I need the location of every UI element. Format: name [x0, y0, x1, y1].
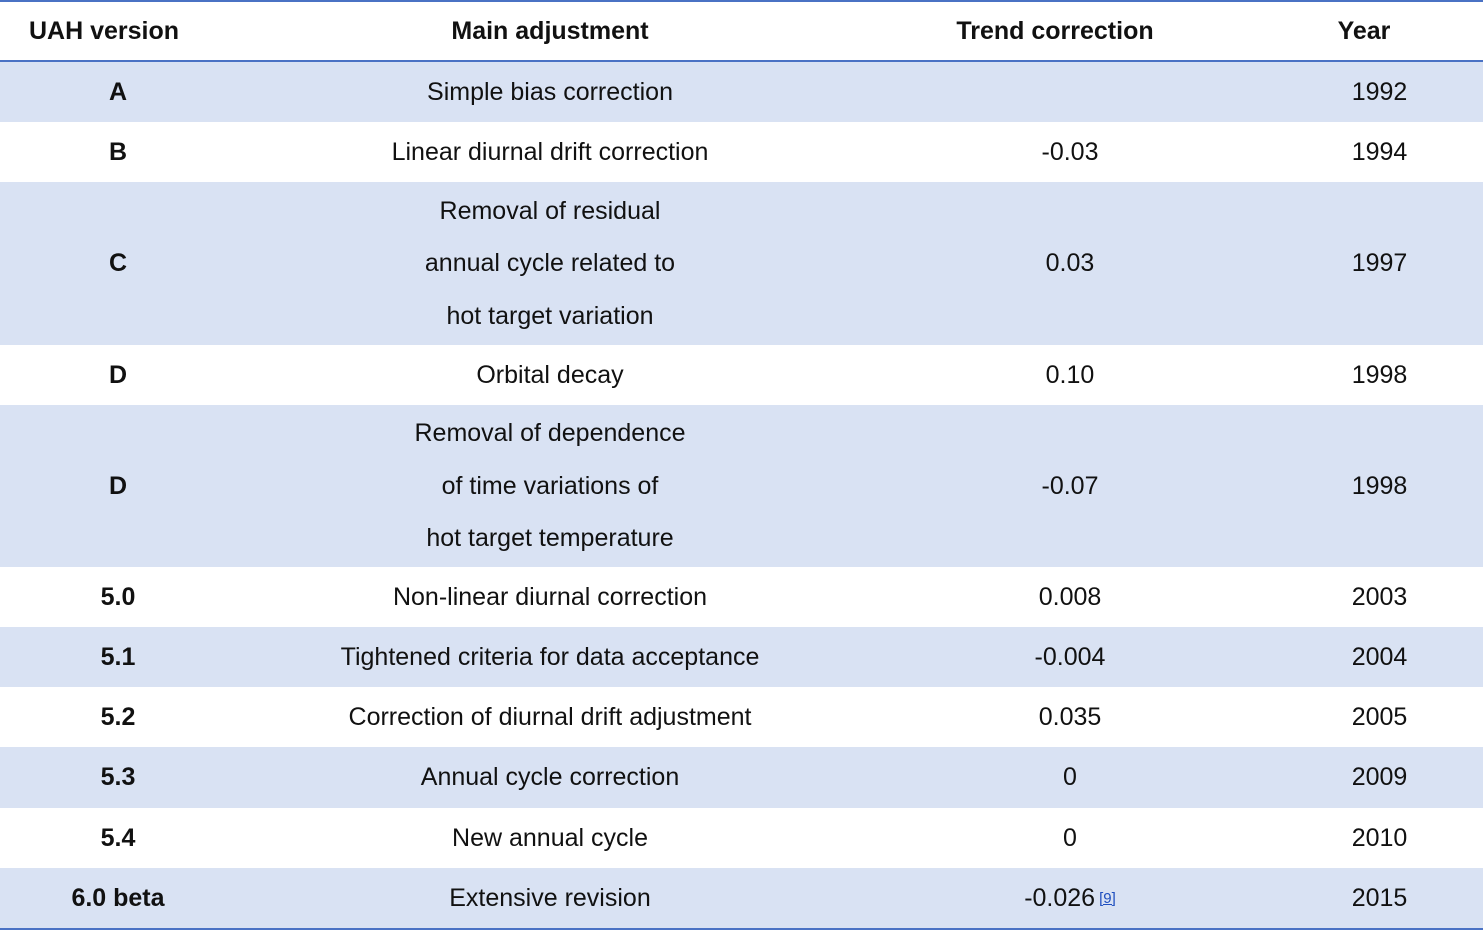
table-top-rule	[0, 0, 1483, 2]
adjustment-line: Linear diurnal drift correction	[391, 137, 709, 166]
table-row: 5.3 Annual cycle correction 0 2009	[0, 747, 1483, 808]
cell-version: 5.3	[100, 763, 136, 792]
adjustment-line: Non-linear diurnal correction	[392, 582, 708, 611]
cell-trend-correction: -0.03	[864, 122, 1276, 182]
cell-main-adjustment: Simple bias correction	[236, 62, 864, 122]
adjustment-line: annual cycle related to	[424, 249, 676, 278]
cell-year: 2009	[1351, 763, 1408, 792]
cell-main-adjustment: Tightened criteria for data acceptance	[236, 627, 864, 687]
cell-version: 5.4	[100, 823, 136, 852]
citation-link[interactable]: [9]	[1099, 889, 1116, 907]
header-rule	[0, 60, 1483, 62]
adjustment-line: Orbital decay	[476, 360, 624, 389]
cell-main-adjustment: Removal of dependence of time variations …	[236, 405, 864, 567]
cell-version: 5.0	[100, 582, 136, 611]
cell-version: C	[108, 249, 128, 278]
table-row: 6.0 beta Extensive revision -0.026 [9] 2015	[0, 868, 1483, 928]
table-row: B Linear diurnal drift correction -0.03 199…	[0, 122, 1483, 182]
adjustment-line: Removal of dependence	[414, 419, 686, 448]
trend-value: 0	[1063, 823, 1077, 852]
cell-trend-correction: -0.004	[864, 627, 1276, 687]
cell-trend-correction: -0.07	[864, 405, 1276, 567]
header-trend-correction: Trend correction	[956, 16, 1154, 45]
cell-year: 2015	[1351, 883, 1408, 912]
adjustment-line: Removal of residual	[439, 196, 661, 225]
cell-trend-correction: 0.035	[864, 687, 1276, 747]
cell-main-adjustment: Non-linear diurnal correction	[236, 567, 864, 627]
cell-main-adjustment: Linear diurnal drift correction	[236, 122, 864, 182]
trend-value: 0.035	[1038, 702, 1102, 731]
table-row: 5.4 New annual cycle 0 2010	[0, 808, 1483, 868]
adjustment-line: hot target temperature	[426, 524, 674, 553]
cell-trend-correction: 0	[864, 808, 1276, 868]
cell-year: 1994	[1351, 137, 1408, 166]
header-uah-version: UAH version	[28, 16, 180, 45]
cell-main-adjustment: Orbital decay	[236, 345, 864, 405]
table-row: C Removal of residual annual cycle related…	[0, 182, 1483, 345]
cell-main-adjustment: Correction of diurnal drift adjustment	[236, 687, 864, 747]
trend-value: -0.026	[1024, 883, 1096, 912]
cell-version: 5.1	[100, 642, 136, 671]
trend-value: 0.03	[1045, 249, 1095, 278]
cell-year: 1998	[1351, 360, 1408, 389]
cell-year: 2003	[1351, 582, 1408, 611]
adjustment-line: Extensive revision	[449, 883, 651, 912]
header-year: Year	[1337, 16, 1391, 45]
cell-year: 2005	[1351, 702, 1408, 731]
cell-main-adjustment: Extensive revision	[236, 868, 864, 928]
table-row: 5.2 Correction of diurnal drift adjustmen…	[0, 687, 1483, 747]
cell-trend-correction: 0.008	[864, 567, 1276, 627]
cell-year: 2004	[1351, 642, 1408, 671]
cell-year: 1992	[1351, 77, 1408, 106]
cell-trend-correction: -0.026 [9]	[864, 868, 1276, 928]
cell-year: 1997	[1351, 249, 1408, 278]
cell-version: D	[108, 471, 128, 500]
adjustment-line: of time variations of	[441, 471, 659, 500]
adjustment-line: Annual cycle correction	[420, 763, 680, 792]
cell-year: 2010	[1351, 823, 1408, 852]
cell-trend-correction	[864, 62, 1276, 122]
table-row: 5.1 Tightened criteria for data acceptanc…	[0, 627, 1483, 687]
trend-value: 0.008	[1038, 582, 1102, 611]
adjustment-line: hot target variation	[446, 301, 654, 330]
table-row: A Simple bias correction 1992	[0, 62, 1483, 122]
adjustment-line: Correction of diurnal drift adjustment	[348, 702, 752, 731]
trend-value: 0	[1063, 763, 1077, 792]
cell-main-adjustment: New annual cycle	[236, 808, 864, 868]
adjustment-line: Simple bias correction	[427, 77, 673, 106]
table-row: D Removal of dependence of time variations…	[0, 405, 1483, 567]
table-row: 5.0 Non-linear diurnal correction 0.008 200…	[0, 567, 1483, 627]
cell-version: D	[108, 360, 128, 389]
table-bottom-rule	[0, 928, 1483, 930]
table-header-row: UAH version Main adjustment Trend correc…	[0, 2, 1483, 60]
trend-value: 0.10	[1045, 360, 1095, 389]
adjustment-line: Tightened criteria for data acceptance	[340, 642, 760, 671]
cell-version: B	[108, 137, 128, 166]
adjustment-line: New annual cycle	[452, 823, 648, 852]
trend-value: -0.004	[1034, 642, 1106, 671]
cell-trend-correction: 0	[864, 747, 1276, 808]
cell-year: 1998	[1351, 471, 1408, 500]
cell-version: A	[108, 77, 128, 106]
cell-trend-correction: 0.03	[864, 182, 1276, 345]
cell-trend-correction: 0.10	[864, 345, 1276, 405]
cell-main-adjustment: Annual cycle correction	[236, 747, 864, 808]
cell-main-adjustment: Removal of residual annual cycle related …	[236, 182, 864, 345]
table-row: D Orbital decay 0.10 1998	[0, 345, 1483, 405]
trend-value: -0.03	[1041, 137, 1099, 166]
header-main-adjustment: Main adjustment	[451, 16, 649, 45]
trend-value: -0.07	[1041, 471, 1099, 500]
cell-version: 6.0 beta	[71, 883, 165, 912]
cell-version: 5.2	[100, 702, 136, 731]
